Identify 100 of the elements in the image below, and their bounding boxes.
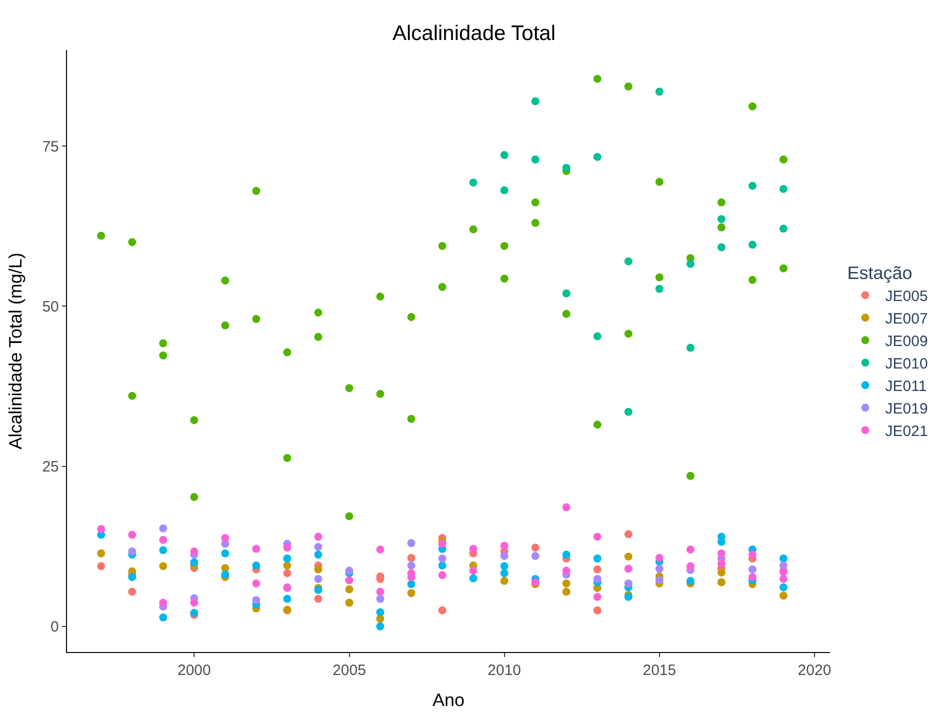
point	[717, 223, 726, 232]
point	[748, 276, 756, 284]
point	[128, 238, 136, 246]
point	[686, 546, 694, 554]
point	[128, 530, 136, 539]
point	[376, 588, 384, 596]
point	[438, 282, 446, 291]
point	[593, 152, 602, 161]
point	[593, 554, 602, 562]
point	[128, 547, 136, 556]
point	[500, 552, 508, 560]
point	[407, 580, 416, 588]
point	[407, 589, 416, 598]
x-tick-label: 2000	[177, 662, 211, 680]
point	[593, 592, 602, 601]
point	[345, 585, 354, 594]
point	[655, 554, 664, 562]
point	[221, 276, 230, 285]
point	[438, 242, 446, 250]
point	[779, 224, 788, 233]
point	[531, 552, 540, 560]
point	[500, 186, 508, 194]
y-tick-label: 25	[42, 458, 59, 476]
point	[252, 562, 260, 570]
point	[283, 562, 292, 570]
point	[717, 215, 726, 224]
point	[97, 232, 106, 240]
point	[624, 530, 632, 538]
point	[438, 606, 446, 614]
point	[469, 544, 478, 553]
point	[531, 198, 540, 206]
point	[159, 546, 168, 554]
point	[686, 562, 694, 570]
point	[748, 550, 756, 559]
point	[314, 574, 322, 583]
point	[624, 330, 632, 338]
point	[531, 156, 540, 164]
point	[717, 568, 726, 577]
point	[221, 549, 230, 558]
point	[376, 292, 384, 301]
point	[624, 408, 632, 416]
point	[655, 178, 664, 186]
point	[686, 344, 694, 352]
point	[469, 566, 478, 575]
point	[283, 348, 292, 356]
point	[314, 550, 322, 559]
point	[252, 544, 260, 553]
point	[97, 562, 106, 570]
point	[128, 573, 136, 582]
point	[159, 562, 168, 570]
point	[624, 82, 632, 90]
point	[376, 594, 384, 603]
point	[159, 536, 168, 544]
point	[159, 339, 168, 348]
point	[314, 308, 322, 317]
point	[500, 242, 508, 250]
point	[252, 186, 260, 195]
point	[345, 576, 354, 584]
point	[562, 579, 570, 588]
point	[562, 310, 570, 318]
point	[624, 579, 632, 588]
point	[128, 392, 136, 400]
point	[717, 560, 726, 568]
y-tick-label: 75	[42, 138, 59, 156]
point	[686, 472, 694, 480]
point	[748, 102, 756, 110]
point	[407, 414, 416, 423]
point	[407, 313, 416, 322]
point	[221, 321, 230, 330]
point	[593, 606, 602, 614]
point	[593, 574, 602, 583]
point	[159, 613, 168, 622]
point	[593, 565, 602, 574]
point	[562, 550, 570, 559]
legend-label: JE010	[885, 356, 928, 372]
point	[345, 566, 354, 575]
legend-label: JE009	[885, 333, 928, 350]
point	[717, 549, 726, 558]
point	[252, 579, 260, 588]
y-tick-label: 50	[42, 298, 59, 316]
point	[624, 552, 632, 561]
point	[376, 608, 384, 616]
point	[438, 562, 446, 570]
point	[97, 525, 106, 534]
point	[655, 284, 664, 293]
x-tick-label: 2020	[798, 662, 832, 680]
point	[593, 332, 602, 340]
y-tick-label: 0	[50, 618, 59, 636]
point	[314, 532, 322, 541]
point	[748, 573, 756, 582]
point	[748, 565, 756, 574]
legend-label: JE011	[885, 378, 927, 395]
point	[655, 576, 664, 584]
point	[128, 588, 136, 596]
point	[624, 257, 632, 266]
legend-label: JE021	[885, 423, 928, 440]
point	[283, 554, 292, 562]
legend-label: JE007	[885, 310, 928, 328]
legend-label: JE005	[885, 288, 928, 305]
point	[562, 503, 570, 512]
